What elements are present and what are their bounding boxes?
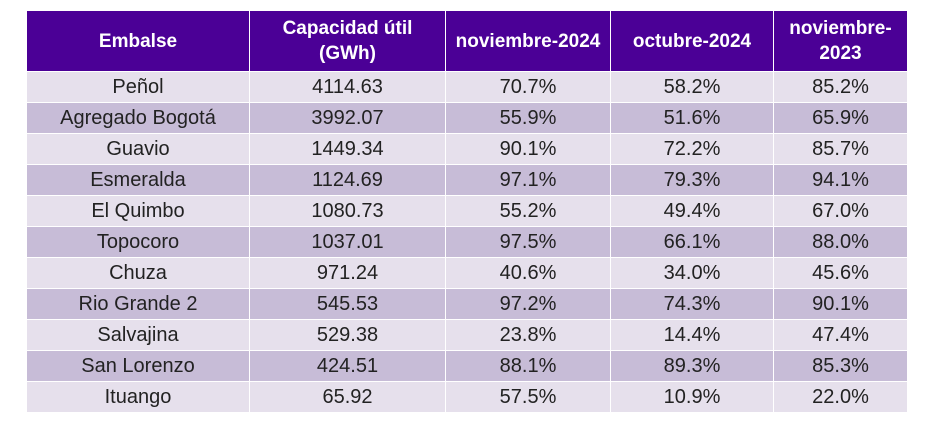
table-row: San Lorenzo 424.51 88.1% 89.3% 85.3% xyxy=(26,350,908,382)
cell-embalse: Salvajina xyxy=(26,319,250,351)
cell-octubre-2024: 74.3% xyxy=(610,288,774,320)
cell-capacidad: 529.38 xyxy=(249,319,446,351)
cell-noviembre-2023: 94.1% xyxy=(773,164,908,196)
table-row: Peñol 4114.63 70.7% 58.2% 85.2% xyxy=(26,71,908,103)
cell-noviembre-2023: 67.0% xyxy=(773,195,908,227)
reservoir-table: Embalse Capacidad útil (GWh) noviembre-2… xyxy=(26,11,908,413)
header-row: Embalse Capacidad útil (GWh) noviembre-2… xyxy=(26,11,908,72)
cell-noviembre-2023: 85.7% xyxy=(773,133,908,165)
cell-embalse: El Quimbo xyxy=(26,195,250,227)
cell-noviembre-2023: 22.0% xyxy=(773,381,908,413)
cell-octubre-2024: 49.4% xyxy=(610,195,774,227)
header-octubre-2024: octubre-2024 xyxy=(610,11,774,72)
cell-embalse: San Lorenzo xyxy=(26,350,250,382)
table-row: El Quimbo 1080.73 55.2% 49.4% 67.0% xyxy=(26,195,908,227)
cell-capacidad: 971.24 xyxy=(249,257,446,289)
cell-noviembre-2023: 88.0% xyxy=(773,226,908,258)
header-noviembre-2024: noviembre-2024 xyxy=(445,11,611,72)
cell-noviembre-2023: 85.3% xyxy=(773,350,908,382)
cell-noviembre-2024: 40.6% xyxy=(445,257,611,289)
table-body: Peñol 4114.63 70.7% 58.2% 85.2% Agregado Bogo… xyxy=(26,71,908,413)
table-row: Rio Grande 2 545.53 97.2% 74.3% 90.1% xyxy=(26,288,908,320)
cell-noviembre-2023: 85.2% xyxy=(773,71,908,103)
table-row: Guavio 1449.34 90.1% 72.2% 85.7% xyxy=(26,133,908,165)
cell-octubre-2024: 51.6% xyxy=(610,102,774,134)
cell-capacidad: 424.51 xyxy=(249,350,446,382)
cell-noviembre-2023: 45.6% xyxy=(773,257,908,289)
header-noviembre-2023: noviembre-2023 xyxy=(773,11,908,72)
cell-capacidad: 65.92 xyxy=(249,381,446,413)
cell-octubre-2024: 79.3% xyxy=(610,164,774,196)
table-row: Esmeralda 1124.69 97.1% 79.3% 94.1% xyxy=(26,164,908,196)
cell-noviembre-2024: 97.5% xyxy=(445,226,611,258)
cell-octubre-2024: 14.4% xyxy=(610,319,774,351)
cell-octubre-2024: 10.9% xyxy=(610,381,774,413)
cell-noviembre-2024: 55.9% xyxy=(445,102,611,134)
cell-noviembre-2024: 90.1% xyxy=(445,133,611,165)
table-row: Topocoro 1037.01 97.5% 66.1% 88.0% xyxy=(26,226,908,258)
table-row: Agregado Bogotá 3992.07 55.9% 51.6% 65.9% xyxy=(26,102,908,134)
cell-capacidad: 545.53 xyxy=(249,288,446,320)
cell-octubre-2024: 72.2% xyxy=(610,133,774,165)
cell-embalse: Peñol xyxy=(26,71,250,103)
cell-noviembre-2024: 23.8% xyxy=(445,319,611,351)
cell-octubre-2024: 89.3% xyxy=(610,350,774,382)
cell-embalse: Topocoro xyxy=(26,226,250,258)
cell-capacidad: 1037.01 xyxy=(249,226,446,258)
cell-capacidad: 1449.34 xyxy=(249,133,446,165)
cell-noviembre-2024: 97.1% xyxy=(445,164,611,196)
cell-noviembre-2023: 90.1% xyxy=(773,288,908,320)
cell-noviembre-2023: 65.9% xyxy=(773,102,908,134)
cell-capacidad: 3992.07 xyxy=(249,102,446,134)
cell-noviembre-2024: 70.7% xyxy=(445,71,611,103)
cell-embalse: Guavio xyxy=(26,133,250,165)
cell-embalse: Esmeralda xyxy=(26,164,250,196)
table-header: Embalse Capacidad útil (GWh) noviembre-2… xyxy=(26,11,908,72)
cell-embalse: Ituango xyxy=(26,381,250,413)
cell-octubre-2024: 34.0% xyxy=(610,257,774,289)
cell-capacidad: 1124.69 xyxy=(249,164,446,196)
cell-noviembre-2024: 57.5% xyxy=(445,381,611,413)
table-row: Chuza 971.24 40.6% 34.0% 45.6% xyxy=(26,257,908,289)
cell-embalse: Agregado Bogotá xyxy=(26,102,250,134)
header-embalse: Embalse xyxy=(26,11,250,72)
table-row: Ituango 65.92 57.5% 10.9% 22.0% xyxy=(26,381,908,413)
cell-noviembre-2023: 47.4% xyxy=(773,319,908,351)
cell-capacidad: 4114.63 xyxy=(249,71,446,103)
reservoir-table-container: Embalse Capacidad útil (GWh) noviembre-2… xyxy=(26,11,908,413)
cell-noviembre-2024: 97.2% xyxy=(445,288,611,320)
table-row: Salvajina 529.38 23.8% 14.4% 47.4% xyxy=(26,319,908,351)
cell-octubre-2024: 58.2% xyxy=(610,71,774,103)
cell-embalse: Rio Grande 2 xyxy=(26,288,250,320)
cell-noviembre-2024: 55.2% xyxy=(445,195,611,227)
header-capacidad-util: Capacidad útil (GWh) xyxy=(249,11,446,72)
cell-noviembre-2024: 88.1% xyxy=(445,350,611,382)
cell-capacidad: 1080.73 xyxy=(249,195,446,227)
cell-embalse: Chuza xyxy=(26,257,250,289)
cell-octubre-2024: 66.1% xyxy=(610,226,774,258)
